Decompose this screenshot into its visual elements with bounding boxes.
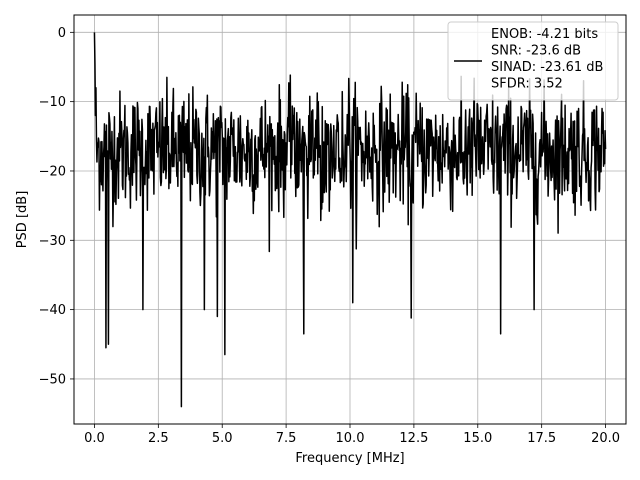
legend-entry: SNR: -23.6 dB xyxy=(491,44,581,59)
x-tick-label: 7.5 xyxy=(276,431,297,446)
x-tick-label: 20.0 xyxy=(591,431,620,446)
legend-entry: ENOB: -4.21 bits xyxy=(491,27,598,42)
x-tick-label: 10.0 xyxy=(336,431,365,446)
x-tick-label: 12.5 xyxy=(399,431,428,446)
y-ticks: 0 −10 −20 −30 −40 −50 xyxy=(39,26,74,387)
psd-series-line xyxy=(93,32,607,408)
y-tick-label: −10 xyxy=(39,95,66,110)
legend-box xyxy=(447,21,619,101)
x-ticks: 0.0 2.5 5.0 7.5 10.0 12.5 15.0 17.5 20.0 xyxy=(84,424,620,446)
plot-area xyxy=(93,32,607,408)
y-axis-label: PSD [dB] xyxy=(15,191,30,249)
x-tick-label: 15.0 xyxy=(463,431,492,446)
x-tick-label: 17.5 xyxy=(527,431,556,446)
y-tick-label: −20 xyxy=(39,164,66,179)
x-axis-label: Frequency [MHz] xyxy=(295,451,404,466)
x-tick-label: 2.5 xyxy=(148,431,169,446)
x-tick-label: 5.0 xyxy=(212,431,233,446)
legend-entry: SINAD: -23.61 dB xyxy=(491,60,603,75)
y-tick-label: −40 xyxy=(39,303,66,318)
x-tick-label: 0.0 xyxy=(84,431,105,446)
y-tick-label: 0 xyxy=(58,26,66,41)
y-tick-label: −50 xyxy=(39,372,66,387)
y-tick-label: −30 xyxy=(39,234,66,249)
legend-entry: SFDR: 3.52 xyxy=(491,77,563,92)
